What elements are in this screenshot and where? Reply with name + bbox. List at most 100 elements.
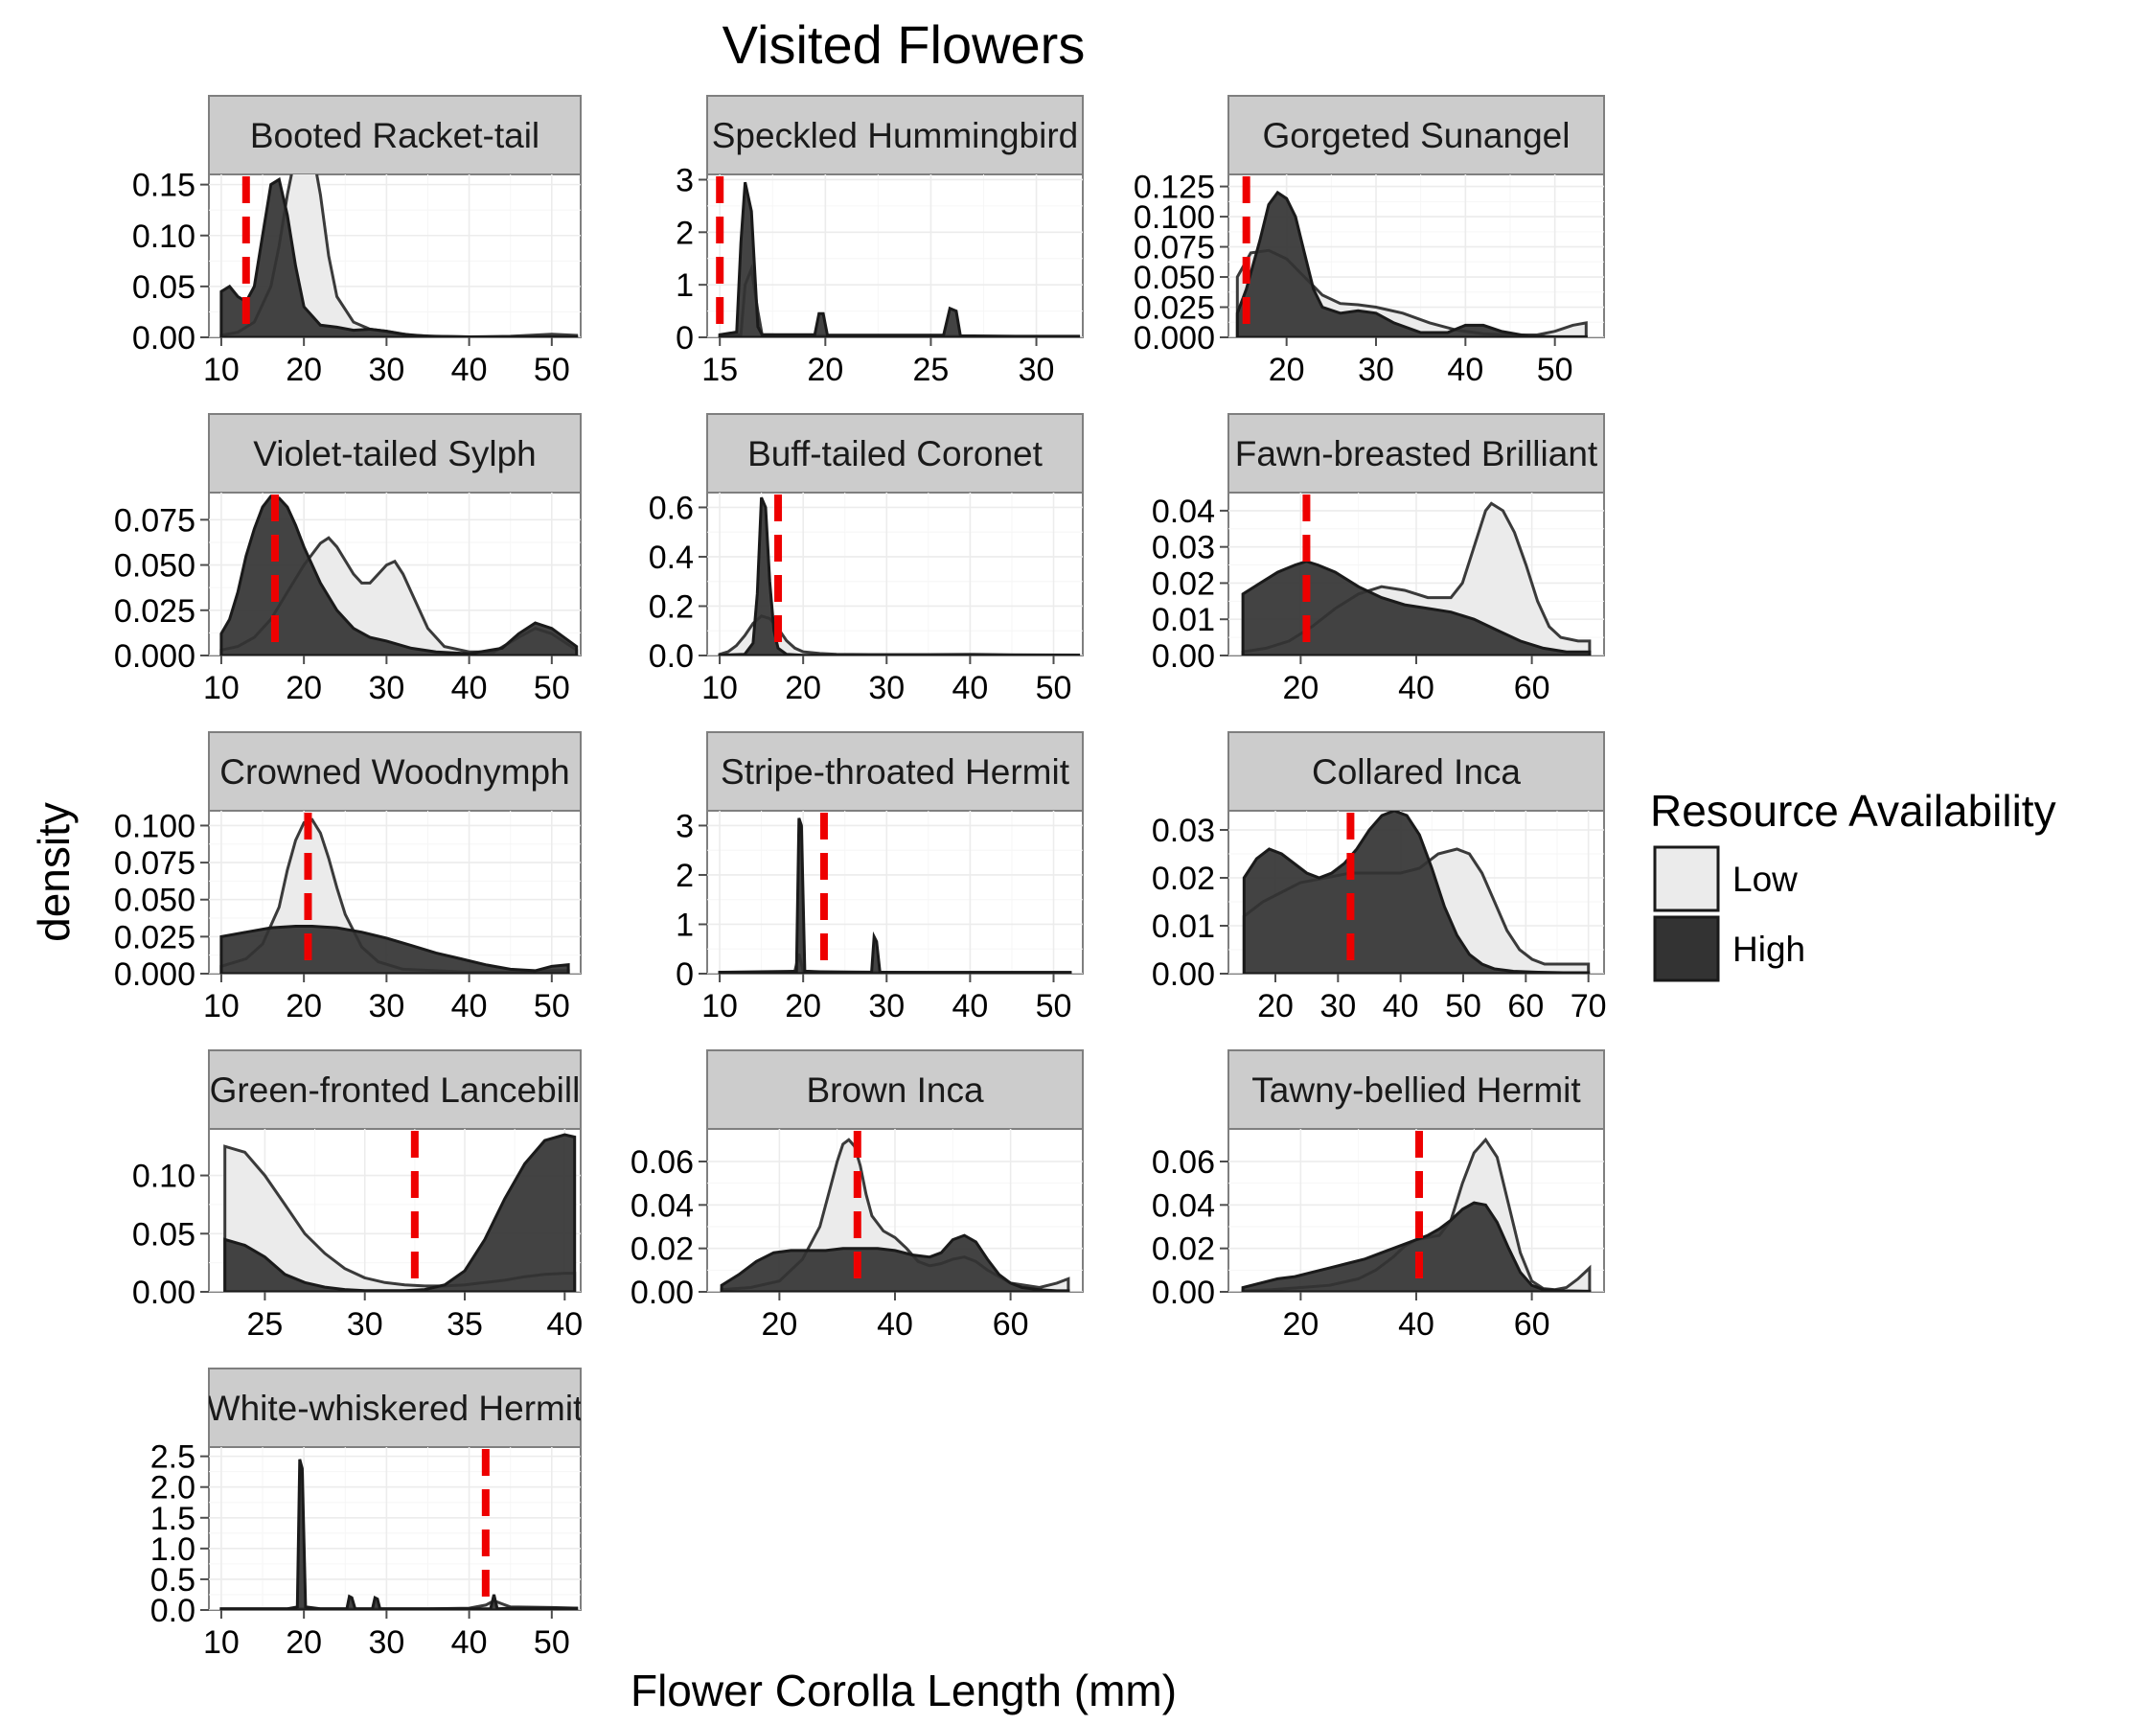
x-tick-label: 50 bbox=[534, 1624, 570, 1661]
y-tick-label: 0.02 bbox=[631, 1231, 694, 1268]
y-tick-label: 1.5 bbox=[150, 1501, 195, 1537]
y-tick-label: 0.000 bbox=[1134, 320, 1215, 356]
panel-background bbox=[706, 810, 1084, 975]
strip-label-green-fronted-lancebill: Green-fronted Lancebill bbox=[210, 1070, 581, 1110]
y-tick-label: 0.00 bbox=[132, 320, 195, 356]
gridlines bbox=[707, 811, 1083, 974]
gridlines bbox=[209, 1447, 581, 1610]
strip-label-speckled-hummingbird: Speckled Hummingbird bbox=[712, 116, 1079, 155]
facet-panels: Booted Racket-tail 10 20 30 40 50 0.00 0.05 0.10… bbox=[114, 95, 1607, 1661]
y-tick-label: 0.03 bbox=[1152, 813, 1215, 849]
gridlines bbox=[707, 174, 1083, 337]
x-tick-label: 10 bbox=[203, 352, 240, 388]
y-tick-label: 0.05 bbox=[132, 269, 195, 306]
x-tick-label: 30 bbox=[1358, 352, 1394, 388]
strip-buff-tailed-coronet bbox=[706, 413, 1084, 494]
x-tick-label: 30 bbox=[868, 988, 905, 1024]
y-tick-label: 0.6 bbox=[649, 490, 694, 526]
legend-title: Resource Availability bbox=[1650, 786, 2056, 836]
x-tick-label: 70 bbox=[1571, 988, 1607, 1024]
y-tick-label: 0.025 bbox=[114, 919, 195, 955]
density-high-buff-tailed-coronet bbox=[718, 496, 1081, 656]
panel-green-fronted-lancebill: Green-fronted Lancebill 25 30 35 40 0.00 0.05 0… bbox=[132, 1049, 583, 1343]
x-tick-label: 40 bbox=[1383, 988, 1419, 1024]
y-tick-label: 1 bbox=[676, 267, 694, 304]
x-tick-label: 10 bbox=[701, 988, 738, 1024]
y-tick-label: 0.075 bbox=[1134, 230, 1215, 266]
x-tick-label: 60 bbox=[1514, 670, 1550, 706]
strip-label-booted-racket-tail: Booted Racket-tail bbox=[250, 116, 539, 155]
x-tick-label: 50 bbox=[534, 670, 570, 706]
panel-background bbox=[208, 1446, 582, 1611]
x-tick-label: 40 bbox=[1398, 670, 1434, 706]
strip-label-buff-tailed-coronet: Buff-tailed Coronet bbox=[747, 434, 1044, 473]
y-tick-label: 2 bbox=[676, 215, 694, 251]
density-high-gorgeted-sunangel bbox=[1235, 190, 1588, 337]
x-tick-label: 20 bbox=[1257, 988, 1294, 1024]
y-tick-label: 0.025 bbox=[1134, 290, 1215, 327]
y-tick-label: 0.15 bbox=[132, 168, 195, 204]
strip-speckled-hummingbird bbox=[706, 95, 1084, 175]
y-tick-label: 0.06 bbox=[1152, 1144, 1215, 1181]
strip-label-white-whiskered-hermit: White-whiskered Hermit bbox=[207, 1389, 584, 1428]
x-tick-label: 30 bbox=[368, 670, 404, 706]
y-tick-label: 0.4 bbox=[649, 540, 694, 576]
y-tick-label: 0.01 bbox=[1152, 908, 1215, 945]
y-tick-label: 0.10 bbox=[132, 1159, 195, 1195]
x-tick-label: 20 bbox=[807, 352, 843, 388]
y-tick-label: 0.050 bbox=[114, 883, 195, 919]
y-tick-label: 2.0 bbox=[150, 1470, 195, 1506]
y-tick-label: 0.0 bbox=[649, 638, 694, 675]
x-tick-label: 40 bbox=[451, 1624, 488, 1661]
y-tick-label: 0.00 bbox=[1152, 956, 1215, 993]
y-axis-title: density bbox=[29, 802, 79, 942]
x-tick-label: 30 bbox=[368, 1624, 404, 1661]
x-tick-label: 40 bbox=[451, 352, 488, 388]
x-tick-label: 40 bbox=[451, 670, 488, 706]
panel-booted-racket-tail: Booted Racket-tail 10 20 30 40 50 0.00 0.05 0.10… bbox=[132, 95, 582, 388]
density-high-brown-inca bbox=[720, 1233, 1070, 1292]
strip-booted-racket-tail bbox=[208, 95, 582, 175]
x-tick-label: 10 bbox=[203, 988, 240, 1024]
x-tick-label: 25 bbox=[246, 1306, 283, 1343]
y-tick-label: 0.100 bbox=[114, 808, 195, 844]
x-tick-label: 20 bbox=[785, 988, 821, 1024]
x-tick-label: 20 bbox=[785, 670, 821, 706]
y-tick-label: 0.0 bbox=[150, 1593, 195, 1629]
panel-buff-tailed-coronet: Buff-tailed Coronet 10 20 30 40 50 0.0 0.2 0.4 0.… bbox=[649, 413, 1084, 706]
density-high-tawny-bellied-hermit bbox=[1241, 1201, 1592, 1292]
strip-label-fawn-breasted-brilliant: Fawn-breasted Brilliant bbox=[1235, 434, 1598, 473]
y-tick-label: 0.02 bbox=[1152, 861, 1215, 897]
strip-label-violet-tailed-sylph: Violet-tailed Sylph bbox=[253, 434, 537, 473]
y-tick-label: 0.050 bbox=[114, 548, 195, 585]
y-tick-label: 0.075 bbox=[114, 502, 195, 539]
y-tick-label: 0.10 bbox=[132, 218, 195, 255]
y-tick-label: 0.04 bbox=[631, 1187, 694, 1224]
strip-label-brown-inca: Brown Inca bbox=[806, 1070, 984, 1110]
x-tick-label: 40 bbox=[451, 988, 488, 1024]
x-tick-label: 20 bbox=[286, 1624, 322, 1661]
y-tick-label: 3 bbox=[676, 162, 694, 198]
x-tick-label: 30 bbox=[868, 670, 905, 706]
x-tick-label: 10 bbox=[203, 670, 240, 706]
y-tick-label: 3 bbox=[676, 808, 694, 844]
panel-tawny-bellied-hermit: Tawny-bellied Hermit 20 40 60 0.00 0.02 0.04 0.… bbox=[1152, 1049, 1605, 1343]
strip-label-gorgeted-sunangel: Gorgeted Sunangel bbox=[1263, 116, 1571, 155]
x-tick-label: 10 bbox=[701, 670, 738, 706]
x-tick-label: 20 bbox=[286, 670, 322, 706]
legend-label-low: Low bbox=[1732, 860, 1798, 899]
x-tick-label: 60 bbox=[993, 1306, 1029, 1343]
y-tick-label: 0.06 bbox=[631, 1144, 694, 1181]
x-tick-label: 30 bbox=[1319, 988, 1356, 1024]
panel-background bbox=[706, 173, 1084, 338]
y-tick-label: 0.00 bbox=[631, 1275, 694, 1311]
x-tick-label: 20 bbox=[286, 988, 322, 1024]
y-tick-label: 0.05 bbox=[132, 1216, 195, 1253]
x-tick-label: 40 bbox=[546, 1306, 583, 1343]
y-tick-label: 1.0 bbox=[150, 1531, 195, 1568]
y-tick-label: 0.2 bbox=[649, 588, 694, 625]
